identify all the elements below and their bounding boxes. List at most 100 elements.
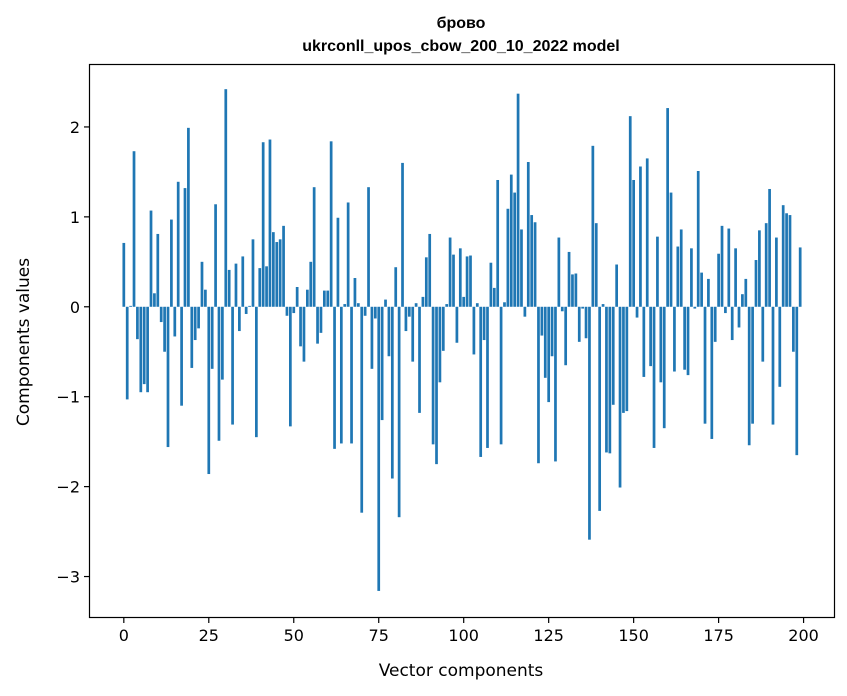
bar bbox=[683, 306, 686, 370]
bar bbox=[669, 192, 673, 307]
bar bbox=[567, 251, 571, 307]
bar bbox=[238, 306, 241, 332]
bar bbox=[611, 306, 615, 405]
bar bbox=[482, 306, 486, 341]
bar bbox=[768, 188, 771, 307]
x-axis-ticks: 0 25 50 75 100 125 150 175 200 bbox=[119, 617, 819, 645]
bar bbox=[424, 257, 428, 307]
bar bbox=[309, 261, 313, 307]
bar bbox=[720, 225, 724, 307]
bar bbox=[153, 293, 156, 307]
bar bbox=[605, 306, 608, 453]
bar bbox=[628, 116, 632, 307]
bars-group bbox=[122, 89, 802, 591]
bar bbox=[339, 306, 343, 444]
bar bbox=[275, 242, 279, 307]
bar bbox=[224, 89, 228, 307]
bar bbox=[445, 304, 449, 307]
bar bbox=[554, 306, 557, 462]
bar bbox=[656, 236, 659, 307]
bar bbox=[662, 306, 666, 429]
bar bbox=[421, 296, 425, 307]
bar bbox=[679, 229, 683, 307]
bar bbox=[503, 302, 506, 307]
x-tick-label: 125 bbox=[533, 626, 564, 645]
chart-subtitle: ukrconll_upos_cbow_200_10_2022 model bbox=[302, 38, 619, 55]
bar bbox=[166, 306, 170, 448]
bar bbox=[142, 306, 146, 385]
plot-frame bbox=[88, 63, 836, 619]
bar bbox=[363, 306, 367, 316]
bar bbox=[598, 306, 602, 511]
bar bbox=[200, 261, 204, 307]
bar bbox=[584, 306, 588, 339]
bar bbox=[540, 306, 544, 336]
bar bbox=[248, 305, 251, 307]
bar bbox=[588, 306, 591, 540]
bar bbox=[492, 287, 496, 307]
bar bbox=[591, 145, 595, 307]
bar bbox=[268, 139, 272, 307]
y-axis-label: Components values bbox=[14, 258, 34, 426]
bar bbox=[411, 306, 415, 362]
bar bbox=[207, 306, 211, 475]
bar bbox=[149, 210, 153, 307]
bar bbox=[255, 306, 258, 438]
bar bbox=[221, 306, 224, 380]
bar bbox=[367, 187, 370, 307]
bar bbox=[472, 306, 476, 355]
bar bbox=[173, 306, 177, 337]
bar bbox=[452, 254, 455, 307]
x-tick-label: 150 bbox=[618, 626, 649, 645]
bar bbox=[292, 306, 296, 314]
bar bbox=[533, 222, 537, 307]
bar bbox=[336, 217, 340, 307]
bar bbox=[210, 306, 214, 369]
bar bbox=[625, 306, 629, 412]
bar bbox=[156, 233, 160, 307]
bar bbox=[441, 306, 445, 351]
bar bbox=[435, 306, 438, 465]
bar bbox=[265, 266, 268, 307]
bar bbox=[666, 108, 669, 307]
bar bbox=[496, 179, 500, 307]
bar bbox=[676, 246, 680, 307]
bar bbox=[428, 233, 432, 307]
bar bbox=[754, 260, 758, 307]
bar bbox=[747, 306, 751, 446]
bar bbox=[319, 306, 323, 333]
x-tick-label: 175 bbox=[703, 626, 734, 645]
bar bbox=[370, 306, 374, 369]
bar bbox=[285, 306, 289, 316]
bar bbox=[343, 304, 347, 307]
bar bbox=[214, 204, 217, 307]
bar bbox=[700, 272, 703, 307]
bar bbox=[333, 306, 336, 449]
bar bbox=[737, 306, 741, 328]
bar bbox=[724, 306, 727, 314]
x-tick-label: 200 bbox=[788, 626, 819, 645]
bar bbox=[632, 179, 635, 307]
bar bbox=[717, 253, 720, 307]
bar bbox=[761, 306, 765, 362]
bar bbox=[418, 306, 421, 413]
bar bbox=[778, 306, 782, 387]
bar bbox=[377, 306, 381, 591]
bar bbox=[373, 306, 377, 319]
bar bbox=[741, 294, 744, 307]
bar bbox=[170, 219, 173, 307]
bar bbox=[404, 306, 408, 332]
bar bbox=[122, 242, 126, 307]
y-tick-label: 0 bbox=[70, 298, 80, 317]
bar bbox=[183, 188, 187, 307]
bar bbox=[132, 151, 136, 307]
bar bbox=[394, 267, 398, 307]
bar bbox=[414, 303, 418, 307]
y-axis-ticks: −3 −2 −1 0 1 2 bbox=[56, 118, 90, 587]
y-tick-label: 2 bbox=[70, 118, 80, 137]
bar bbox=[180, 306, 183, 406]
bar bbox=[710, 306, 714, 439]
bar bbox=[673, 306, 676, 372]
bar bbox=[475, 303, 479, 307]
